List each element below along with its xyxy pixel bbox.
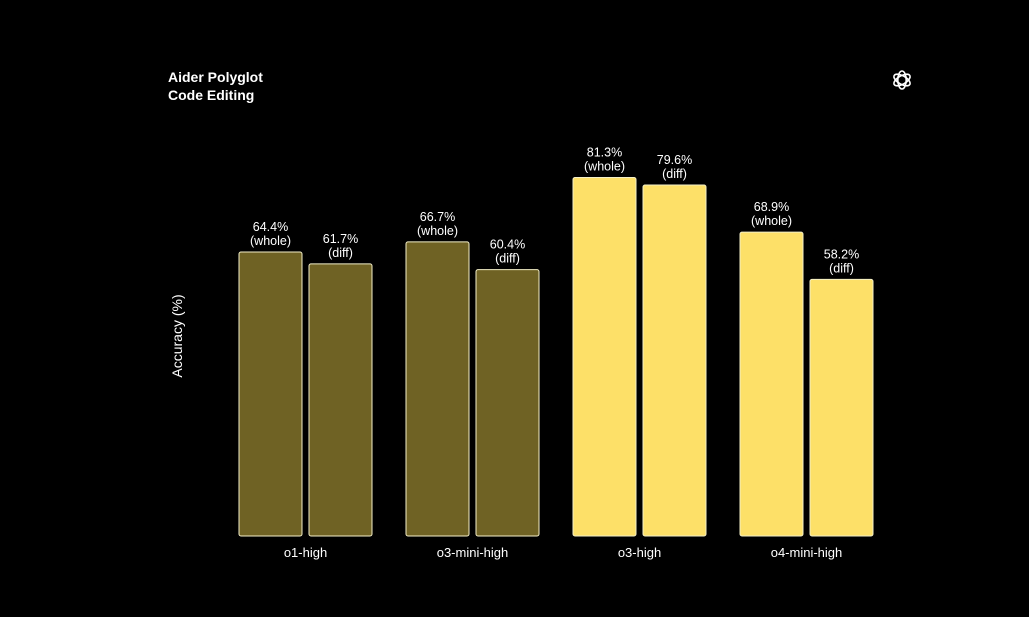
data-label-value: 58.2% (824, 247, 859, 261)
bar-o4-mini-high-whole (739, 231, 804, 537)
x-tick-labels-group: o1-high o3-mini-high o3-high o4-mini-high (284, 545, 842, 560)
data-label-series: (whole) (751, 214, 792, 228)
chart-title-line-1: Aider Polyglot (168, 69, 263, 85)
data-label-series: (diff) (495, 252, 520, 266)
data-label-value: 61.7% (323, 232, 358, 246)
bars-group (238, 176, 874, 537)
x-tick-label: o4-mini-high (771, 545, 843, 560)
data-label-series: (diff) (662, 167, 687, 181)
x-tick-label: o1-high (284, 545, 327, 560)
data-label-value: 64.4% (253, 220, 288, 234)
openai-logo-icon (893, 70, 911, 90)
bar-o1-high-whole (238, 251, 303, 537)
y-axis-label: Accuracy (%) (169, 294, 185, 377)
bar-o4-mini-high-diff (809, 278, 874, 537)
data-label-series: (diff) (829, 261, 854, 275)
bar-o3-mini-high-diff (475, 269, 540, 537)
x-tick-label: o3-high (618, 545, 661, 560)
data-label-series: (whole) (250, 234, 291, 248)
x-tick-label: o3-mini-high (437, 545, 509, 560)
bar-o1-high-diff (308, 263, 373, 537)
data-label-series: (whole) (584, 159, 625, 173)
value-labels-group: 64.4%(whole) 61.7%(diff)66.7%(whole)60.4%… (250, 145, 859, 275)
bar-o3-high-whole (572, 176, 637, 537)
data-label-value: 60.4% (490, 238, 525, 252)
data-label-value: 79.6% (657, 153, 692, 167)
data-label-value: 68.9% (754, 200, 789, 214)
data-label-series: (diff) (328, 246, 353, 260)
data-label-value: 66.7% (420, 210, 455, 224)
data-label-value: 81.3% (587, 145, 622, 159)
bar-o3-mini-high-whole (405, 241, 470, 537)
bar-o3-high-diff (642, 184, 707, 537)
chart-title-line-2: Code Editing (168, 87, 254, 103)
data-label-series: (whole) (417, 224, 458, 238)
